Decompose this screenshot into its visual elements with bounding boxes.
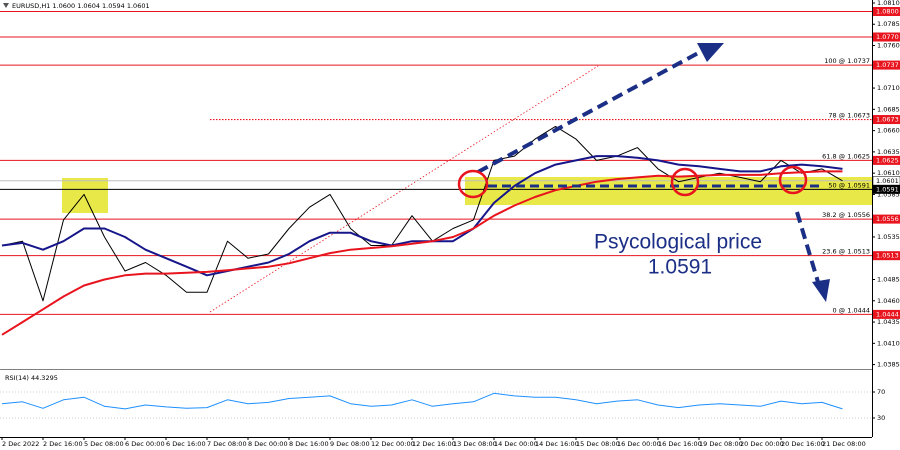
y-tick-label: 1.0810 — [877, 0, 900, 7]
fib-label: 23.6 @ 1.0513 — [822, 248, 870, 256]
annotation-zones — [62, 65, 872, 313]
annotation: Psycological price — [594, 231, 762, 254]
y-tick-label: 1.0585 — [877, 190, 900, 198]
x-tick-label: 9 Dec 08:00 — [330, 440, 370, 448]
x-tick-label: 12 Dec 00:00 — [371, 440, 415, 448]
price-box-label: 1.0591 — [876, 185, 899, 193]
y-tick-label: 30 — [877, 414, 885, 422]
series-line — [1, 392, 843, 410]
price-box-label: 1.0770 — [876, 33, 899, 41]
price-box-label: 1.0513 — [876, 252, 899, 260]
price-box — [873, 6, 900, 16]
x-tick-label: 15 Dec 08:00 — [576, 440, 620, 448]
chart-title: EURUSD,H1 1.0600 1.0604 1.0594 1.0601 — [12, 2, 150, 10]
y-tick-label: 1.0485 — [877, 276, 900, 284]
price-box — [873, 184, 900, 194]
fib-label: 0 @ 1.0444 — [832, 306, 870, 314]
series-line — [1, 125, 843, 302]
rsi-title: RSI(14) 44.3295 — [5, 374, 58, 382]
price-box — [873, 214, 900, 224]
fib-label: 100 @ 1.0737 — [824, 57, 870, 65]
fib-label: 50 @ 1.0591 — [828, 181, 870, 189]
x-tick-label: 2 Dec 2022 — [2, 440, 39, 448]
y-tick-label: 1.0610 — [877, 169, 900, 177]
x-tick-label: 20 Dec 00:00 — [740, 440, 784, 448]
y-tick-label: 1.0385 — [877, 361, 900, 369]
y-tick-label: 1.0710 — [877, 84, 900, 92]
x-tick-label: 14 Dec 16:00 — [535, 440, 579, 448]
circle — [670, 167, 700, 197]
up-arrowhead — [697, 43, 724, 62]
x-tick-label: 6 Dec 00:00 — [125, 440, 165, 448]
y-tick-label: 1.0660 — [877, 127, 900, 135]
y-tick-label: 70 — [877, 388, 885, 396]
y-tick-label: 1.0785 — [877, 20, 900, 28]
circle — [457, 169, 489, 199]
price-box-label: 1.0673 — [876, 116, 899, 124]
plot — [0, 10, 872, 419]
x-tick-label: 16 Dec 16:00 — [658, 440, 702, 448]
price-box — [873, 60, 900, 70]
x-tick-label: 12 Dec 16:00 — [412, 440, 456, 448]
price-box — [873, 32, 900, 42]
y-tick-label: 1.0435 — [877, 318, 900, 326]
price-box-label: 1.0444 — [876, 310, 899, 318]
x-tick-label: 6 Dec 16:00 — [166, 440, 206, 448]
price-box — [873, 115, 900, 125]
y-tick-label: 1.0460 — [877, 297, 900, 305]
x-tick-label: 14 Dec 00:00 — [494, 440, 538, 448]
y-tick-label: 1.0685 — [877, 105, 900, 113]
x-tick-label: 20 Dec 16:00 — [781, 440, 825, 448]
down-arrow — [795, 211, 820, 283]
price-box-label: 1.0601 — [876, 177, 899, 185]
x-tick-label: 8 Dec 00:00 — [248, 440, 288, 448]
x-tick-label: 8 Dec 16:00 — [289, 440, 329, 448]
fib-label: 38.2 @ 1.0556 — [822, 211, 870, 219]
series-line — [1, 170, 843, 336]
annotation: 1.0591 — [648, 256, 712, 279]
y-tick-label: 1.0760 — [877, 42, 900, 50]
x-tick-label: 16 Dec 00:00 — [617, 440, 661, 448]
price-box-label: 1.0556 — [876, 215, 899, 223]
x-tick-label: 2 Dec 16:00 — [43, 440, 83, 448]
fib-label: 61.8 @ 1.0625 — [822, 152, 870, 160]
yellow-zone — [465, 177, 872, 205]
fib-trendline — [209, 65, 599, 313]
y-tick-label: 1.0410 — [877, 339, 900, 347]
fib-label: 78 @ 1.0673 — [828, 112, 870, 120]
price-box-label: 1.0625 — [876, 156, 899, 164]
price-box — [873, 309, 900, 319]
x-tick-label: 7 Dec 08:00 — [207, 440, 247, 448]
menu-icon — [3, 3, 9, 8]
up-arrow — [477, 50, 701, 174]
x-tick-label: 19 Dec 08:00 — [699, 440, 743, 448]
price-box-label: 1.0737 — [876, 61, 899, 69]
x-tick-label: 13 Dec 08:00 — [453, 440, 497, 448]
y-tick-label: 1.0635 — [877, 148, 900, 156]
price-box — [873, 251, 900, 261]
down-arrowhead — [812, 279, 830, 302]
x-tick-label: 21 Dec 08:00 — [822, 440, 866, 448]
circle — [778, 165, 808, 195]
price-box-label: 1.0800 — [876, 7, 899, 15]
series-line — [1, 155, 843, 277]
price-box — [873, 155, 900, 165]
x-tick-label: 5 Dec 08:00 — [84, 440, 124, 448]
y-tick-label: 1.0535 — [877, 233, 900, 241]
